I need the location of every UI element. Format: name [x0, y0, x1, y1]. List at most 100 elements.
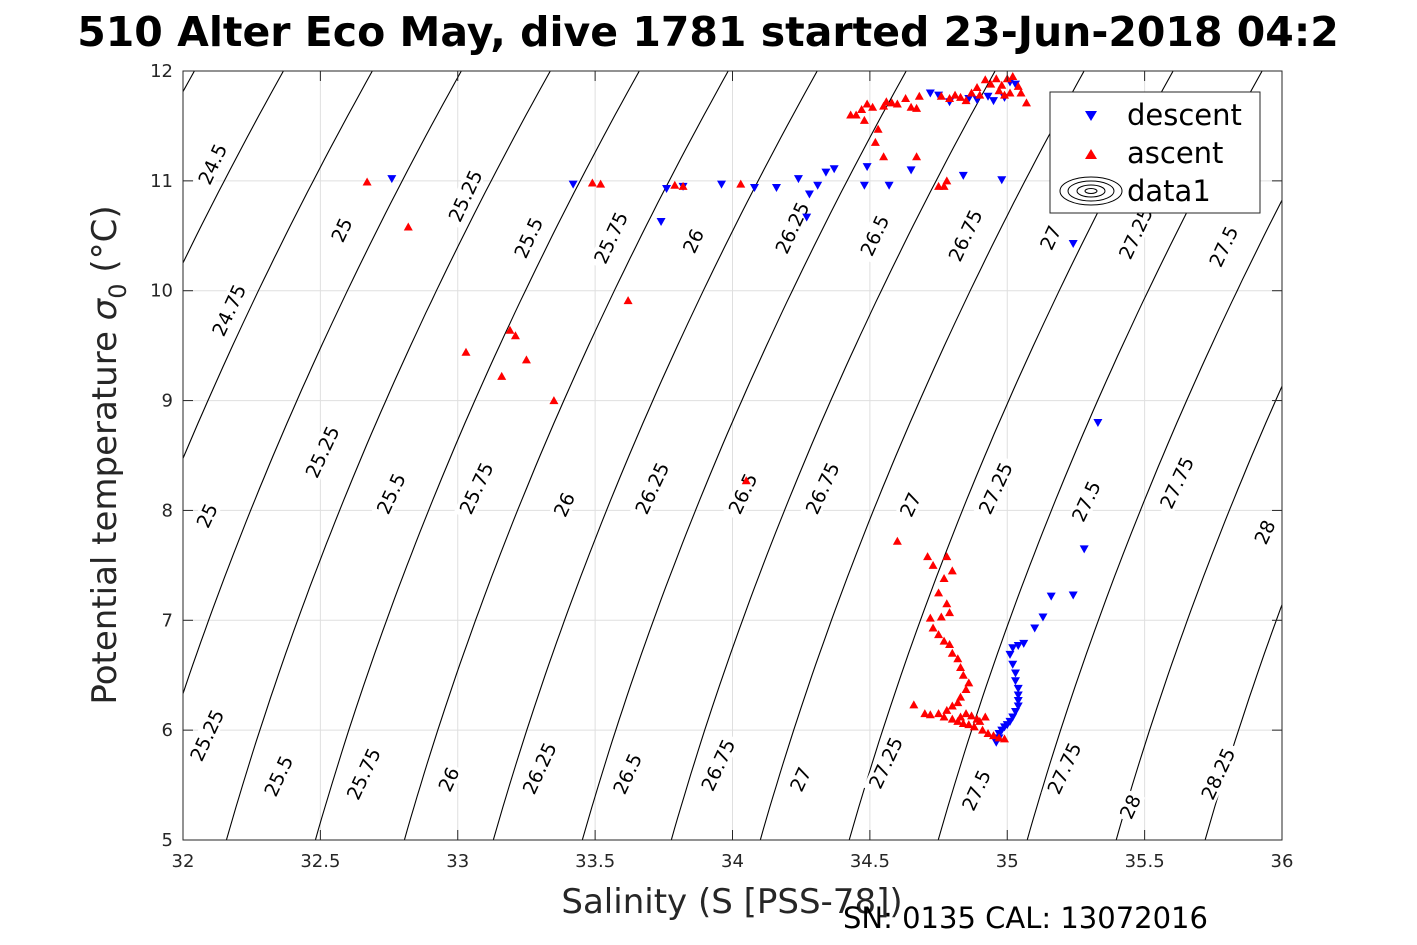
ascent-point — [912, 152, 922, 161]
isopycnal-25.5 — [403, 71, 729, 840]
legend-label-ascent: ascent — [1127, 136, 1223, 170]
descent-point — [804, 190, 814, 199]
contour-label-halo — [629, 455, 675, 522]
ascent-point — [969, 722, 979, 731]
ascent-point — [736, 179, 746, 188]
isopycnal-27.75 — [1204, 603, 1282, 840]
contour-label-halo — [1195, 740, 1241, 807]
contour-label-halo — [433, 761, 464, 797]
isopycnal-26 — [581, 71, 907, 840]
y-axis-label-subscript: 0 — [104, 283, 132, 298]
data-points — [362, 71, 1103, 747]
ascent-point — [942, 599, 952, 608]
ascent-point — [914, 91, 924, 100]
descent-point — [656, 218, 666, 227]
isopycnal-26.25 — [670, 71, 996, 840]
contour-label-halo — [299, 418, 345, 485]
x-tick-label: 32 — [172, 851, 195, 872]
descent-point — [1008, 660, 1018, 669]
descent-point — [749, 183, 759, 192]
ascent-point — [997, 80, 1007, 89]
y-tick-label: 6 — [162, 720, 173, 741]
descent-point — [859, 181, 869, 190]
ascent-point — [1016, 88, 1026, 97]
contour-label-halo — [442, 162, 488, 229]
ascent-point — [920, 709, 930, 718]
ascent-point — [925, 613, 935, 622]
ascent-point — [879, 101, 889, 110]
ascent-point — [403, 222, 413, 231]
ascent-point — [936, 612, 946, 621]
ascent-point — [1013, 81, 1023, 90]
ascent-point — [994, 733, 1004, 742]
ascent-point — [870, 137, 880, 146]
ascent-point — [936, 91, 946, 100]
isopycnal-27.5 — [1115, 384, 1282, 840]
y-axis-label-symbol: σ — [85, 297, 125, 320]
ascent-point — [901, 93, 911, 102]
contour-label-halo — [677, 223, 709, 259]
x-tick-label: 35.5 — [1125, 851, 1165, 872]
y-tick-label: 7 — [162, 610, 173, 631]
ascent-point — [961, 709, 971, 718]
descent-point — [1068, 591, 1078, 600]
ascent-point — [945, 639, 955, 648]
isopycnal-24.25 — [183, 71, 285, 265]
ascent-point — [892, 536, 902, 545]
legend-label-data1: data1 — [1127, 174, 1211, 208]
descent-point — [1010, 677, 1020, 686]
ascent-point — [942, 705, 952, 714]
descent-point — [1013, 696, 1023, 705]
ascent-point — [881, 97, 891, 106]
descent-point — [1079, 545, 1089, 554]
y-axis-label-unit: (°C) — [85, 205, 125, 283]
ascent-point — [983, 728, 993, 737]
y-axis-label-main: Potential temperature — [85, 320, 125, 704]
isopycnal-28.25 — [1377, 49, 1417, 862]
descent-point — [1005, 650, 1015, 659]
descent-point — [829, 165, 839, 174]
descent-point — [1010, 80, 1020, 89]
y-tick-label: 12 — [150, 61, 173, 82]
ascent-point — [956, 92, 966, 101]
descent-point — [964, 94, 974, 103]
ascent-point — [892, 99, 902, 108]
ascent-point — [945, 608, 955, 617]
x-axis-label: Salinity (S [PSS-78]) — [561, 882, 902, 922]
chart-title: 510 Alter Eco May, dive 1781 started 23-… — [77, 8, 1339, 56]
legend-marker-ascent — [1085, 149, 1097, 159]
y-tick-label: 11 — [150, 171, 173, 192]
legend-label-descent: descent — [1127, 98, 1242, 132]
contour-label-halo — [863, 729, 908, 796]
descent-point — [1008, 644, 1018, 653]
ascent-point — [939, 636, 949, 645]
ascent-point — [942, 552, 952, 561]
ascent-point — [521, 355, 531, 364]
ascent-point — [967, 711, 977, 720]
descent-point — [1038, 613, 1048, 622]
contour-label-halo — [548, 487, 580, 522]
descent-point — [1093, 419, 1103, 428]
ascent-point — [978, 725, 988, 734]
footer-serial-calibration: SN: 0135 CAL: 13072016 — [843, 901, 1208, 935]
descent-point — [997, 176, 1007, 185]
ascent-point — [934, 588, 944, 597]
ascent-point — [928, 560, 938, 569]
descent-point — [1046, 592, 1056, 601]
ascent-point — [461, 347, 471, 356]
ascent-point — [956, 692, 966, 701]
ascent-point — [670, 180, 680, 189]
contour-label-halo — [1249, 514, 1280, 550]
ascent-point — [942, 176, 952, 185]
contour-label-halo — [942, 202, 988, 269]
contour-label-halo — [370, 465, 411, 522]
ascent-point — [887, 98, 897, 107]
ascent-point — [859, 115, 869, 124]
contour-label-halo — [340, 740, 386, 807]
descent-point — [906, 166, 916, 175]
ascent-point — [912, 103, 922, 112]
ascent-point — [934, 630, 944, 639]
ascent-point — [906, 102, 916, 111]
contour-label-halo — [607, 745, 648, 802]
